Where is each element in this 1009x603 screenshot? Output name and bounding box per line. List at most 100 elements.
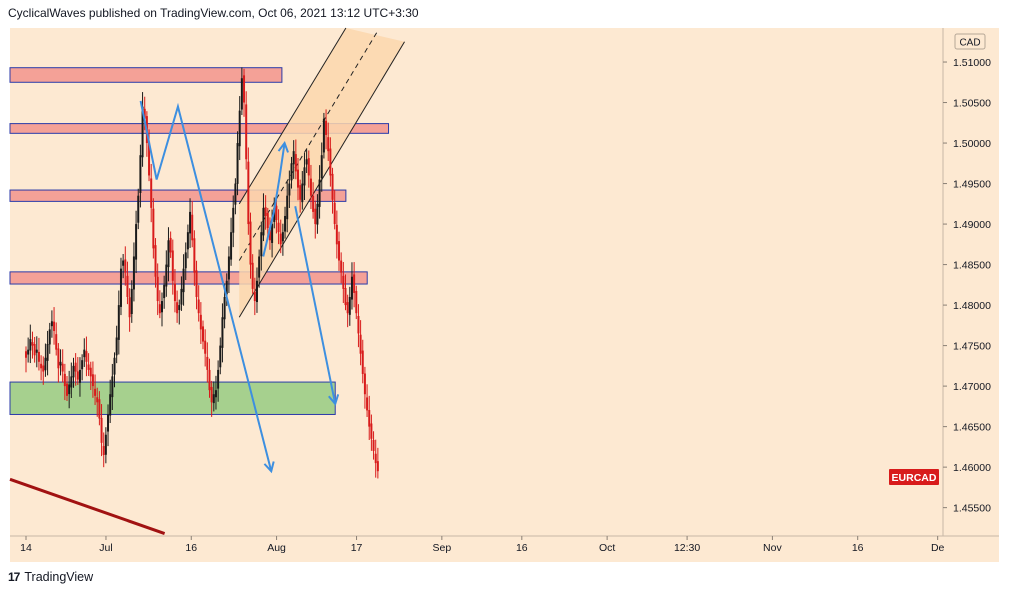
candle-body <box>219 345 222 368</box>
candle-body <box>234 183 237 205</box>
candle-body <box>255 280 258 303</box>
candle-body <box>107 414 110 432</box>
candle-body <box>221 317 224 348</box>
candle-body <box>111 376 114 398</box>
candle-body <box>232 207 235 233</box>
y-tick-label: 1.49500 <box>953 179 991 191</box>
candle-body <box>240 78 243 110</box>
arrows-layer <box>139 100 340 474</box>
candle-body <box>102 446 105 455</box>
candle-body <box>160 301 163 313</box>
candle-body <box>150 178 153 208</box>
candle-body <box>368 410 371 427</box>
candle-body <box>366 397 369 411</box>
candle-body <box>202 326 205 342</box>
candle-body <box>275 205 278 221</box>
footer-brand[interactable]: 17 TradingView <box>8 570 93 584</box>
zones-layer <box>9 67 390 535</box>
candle-body <box>227 256 230 280</box>
candle-body <box>208 369 211 391</box>
candle-body <box>66 383 69 396</box>
y-tick-label: 1.48000 <box>953 300 991 312</box>
resistance-zone <box>9 123 390 134</box>
candle-body <box>217 369 220 389</box>
candle-body <box>314 208 317 225</box>
candle-body <box>243 75 246 103</box>
candle-body <box>288 183 291 196</box>
candle-body <box>312 196 315 212</box>
x-tick-label: 16 <box>516 542 528 554</box>
resistance-zone <box>9 271 368 285</box>
candle-body <box>42 365 45 372</box>
candle-body <box>230 232 233 260</box>
candle-body <box>44 357 47 371</box>
candle-body <box>325 120 328 135</box>
candle-body <box>158 304 161 314</box>
candle-body <box>342 275 345 289</box>
resistance-zone <box>9 67 283 83</box>
symbol-badge-label: EURCAD <box>892 472 937 484</box>
candle-body <box>206 356 209 370</box>
axes-layer: CAD 1.510001.505001.500001.495001.490001… <box>10 28 999 554</box>
candle-body <box>55 334 58 350</box>
candle-body <box>355 290 358 314</box>
candle-body <box>204 340 207 354</box>
candle-body <box>124 259 127 273</box>
candles-layer <box>24 67 379 479</box>
candle-body <box>191 214 194 241</box>
candle-body <box>253 291 256 302</box>
candle-body <box>109 394 112 416</box>
candle-body <box>260 232 263 257</box>
candle-body <box>57 348 60 369</box>
candle-body <box>137 195 140 223</box>
candle-body <box>35 349 38 353</box>
candle-body <box>171 250 174 281</box>
candle-body <box>24 351 27 358</box>
candle-body <box>148 141 151 176</box>
candle-body <box>329 148 332 176</box>
candle-body <box>85 351 88 362</box>
candle-body <box>286 195 289 220</box>
candle-body <box>268 229 271 241</box>
candle-body <box>273 207 276 222</box>
x-tick-label: 16 <box>852 542 864 554</box>
candle-body <box>91 374 94 387</box>
candle-body <box>225 280 228 295</box>
candle-body <box>48 329 51 345</box>
candle-body <box>374 453 377 464</box>
candle-body <box>309 178 312 196</box>
candle-body <box>117 305 120 340</box>
currency-badge[interactable]: CAD <box>954 33 986 50</box>
candle-body <box>210 386 213 403</box>
x-tick-label: 14 <box>20 542 32 554</box>
candle-body <box>279 233 282 245</box>
candle-body <box>316 203 319 225</box>
candle-body <box>50 321 53 327</box>
candle-body <box>46 343 49 361</box>
candle-body <box>199 314 202 330</box>
candle-body <box>135 224 138 260</box>
channel-upper-line <box>238 27 347 205</box>
x-tick-label: Sep <box>433 542 452 554</box>
candle-body <box>301 183 304 203</box>
candle-body <box>258 256 261 278</box>
candle-body <box>154 245 157 277</box>
candle-body <box>195 270 198 297</box>
candle-body <box>74 362 77 372</box>
y-tick-labels: 1.51000 1.50500 1.50000 1.49500 1.49000 1.485… <box>943 57 991 515</box>
candle-body <box>338 241 341 261</box>
last-price-badge[interactable]: EURCAD <box>889 469 939 485</box>
candle-body <box>335 224 338 245</box>
candle-body <box>303 167 306 186</box>
candle-body <box>359 334 362 354</box>
candle-body <box>247 161 250 225</box>
candle-body <box>350 276 353 300</box>
candle-body <box>83 349 86 358</box>
candle-body <box>370 423 373 439</box>
candle-body <box>100 417 103 443</box>
arrow-head <box>328 394 340 406</box>
candle-body <box>173 283 176 302</box>
candle-body <box>132 256 135 290</box>
